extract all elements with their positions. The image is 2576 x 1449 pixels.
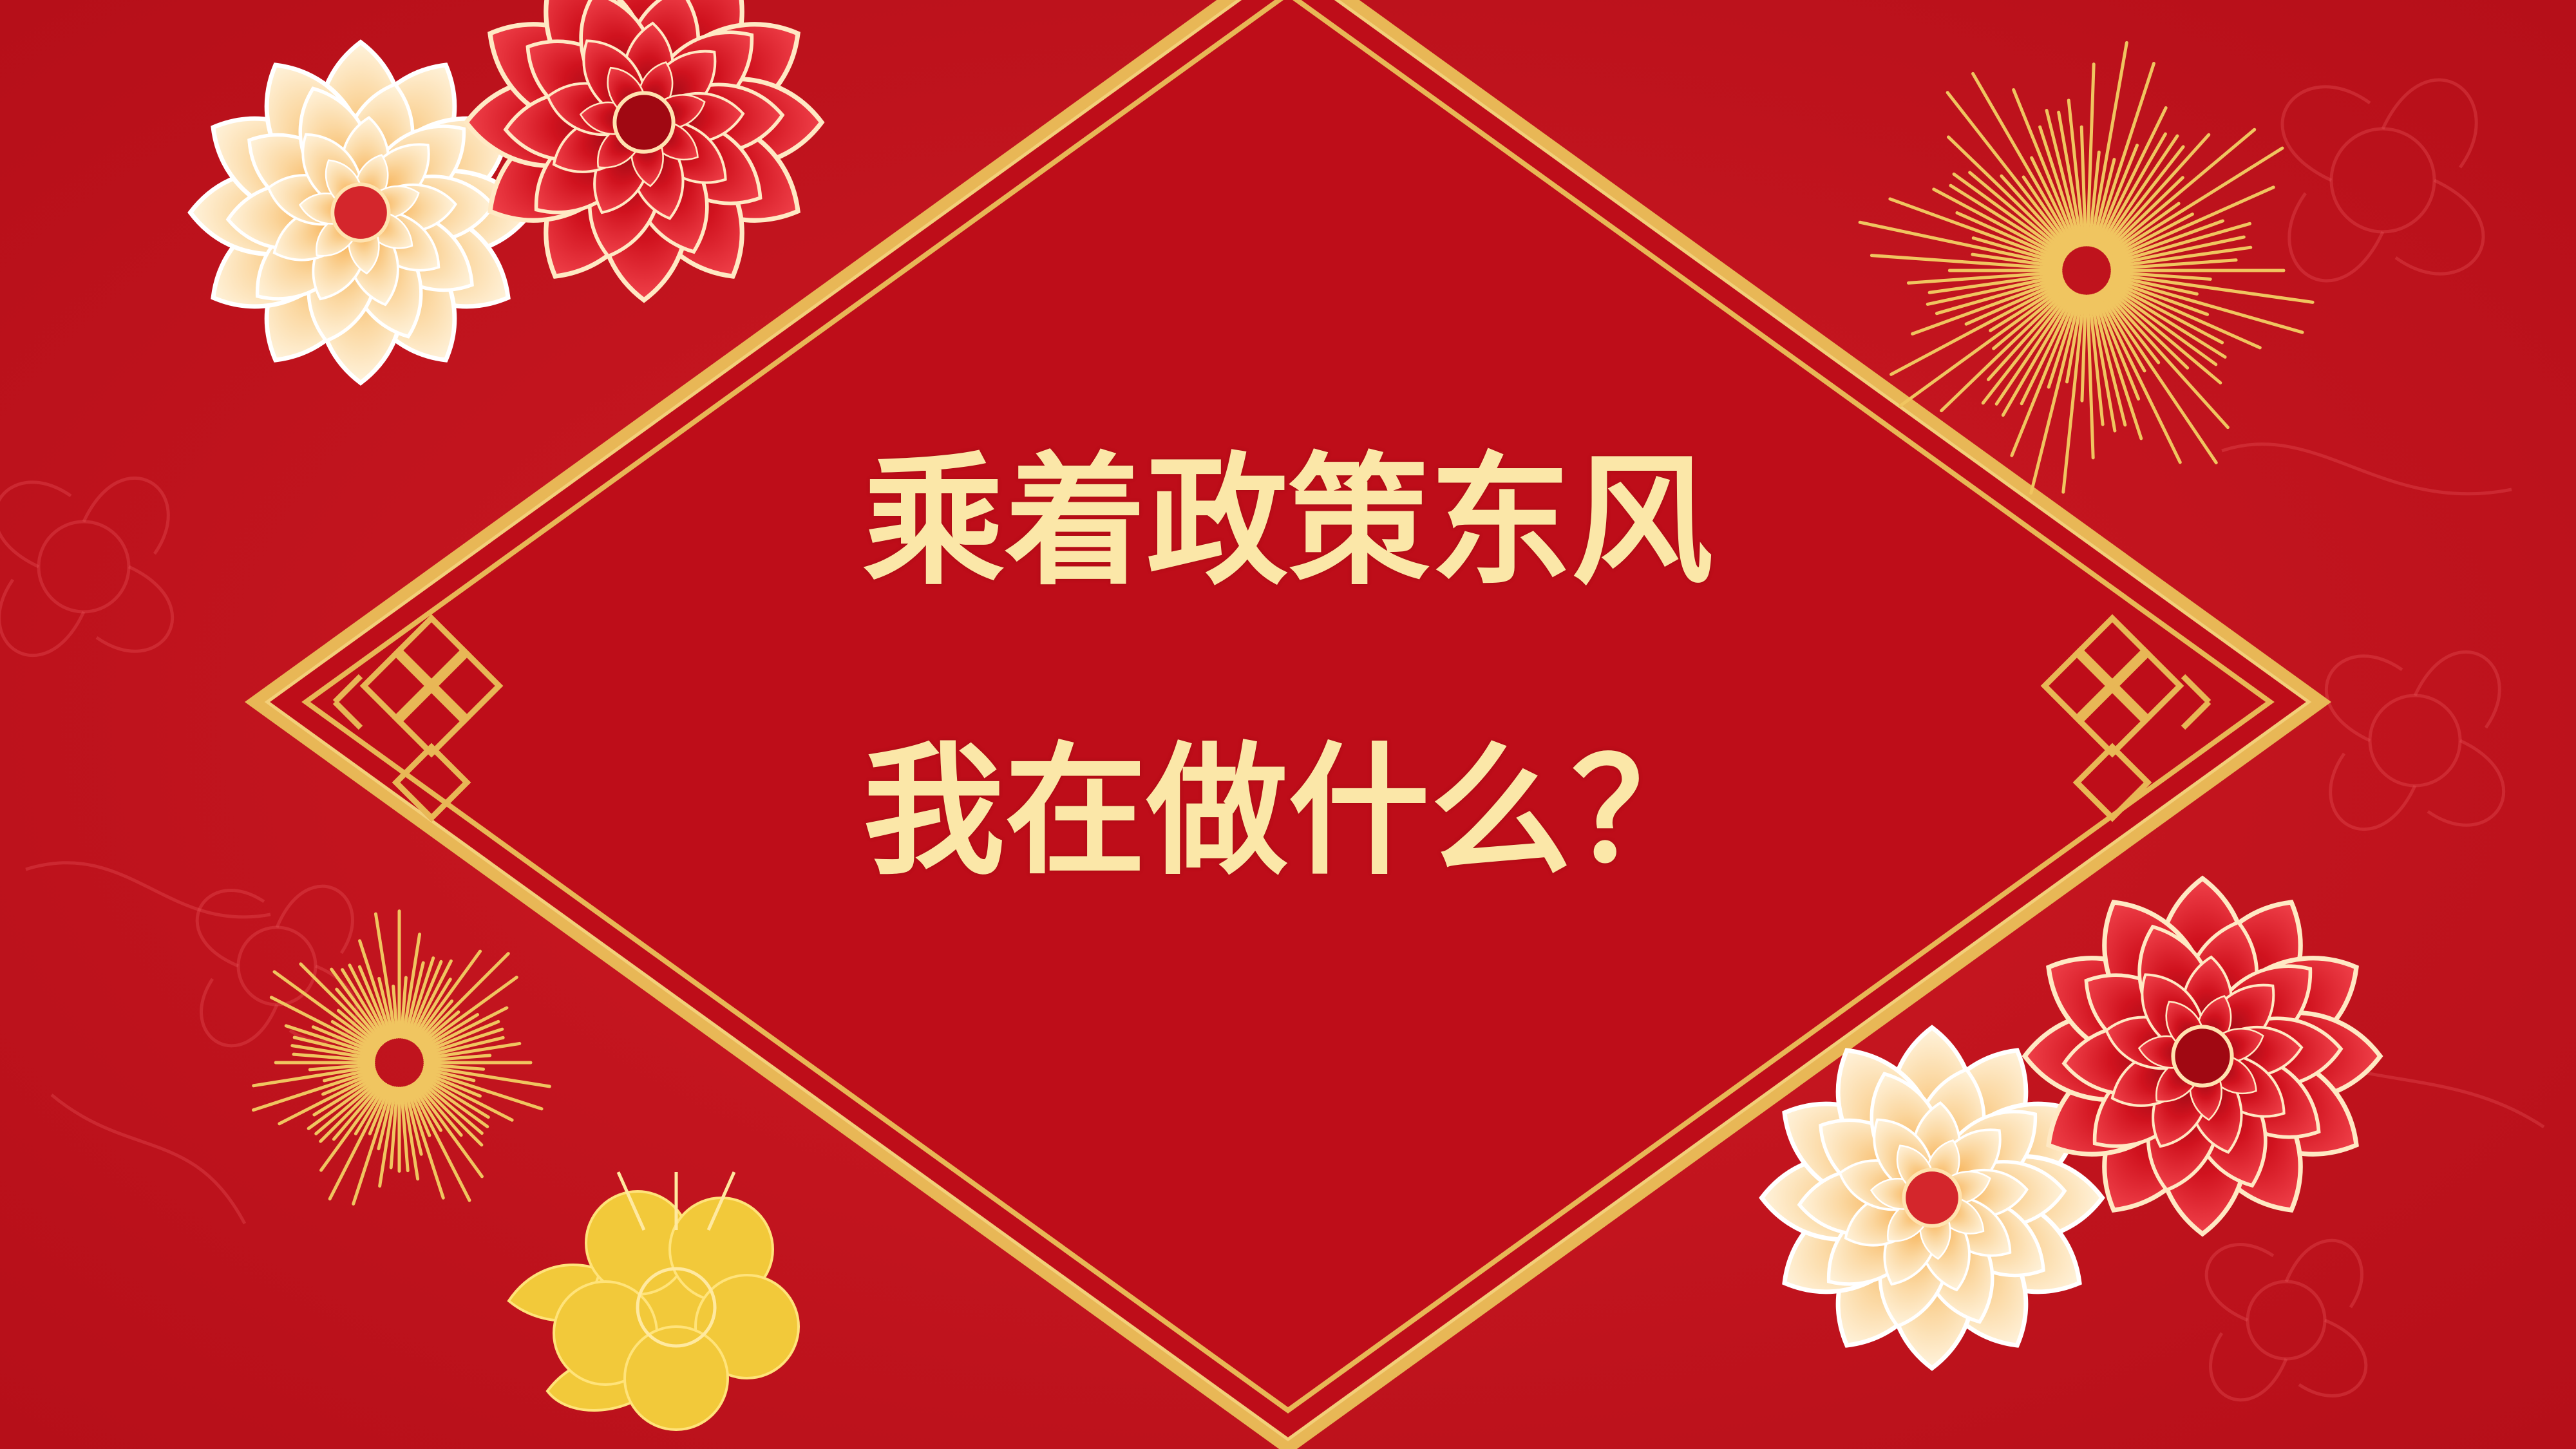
central-diamond: [245, 0, 2331, 1449]
line-flower-icon: [2324, 650, 2506, 831]
background-line-flowers: [0, 78, 2545, 1402]
line-flower-icon: [0, 476, 175, 658]
lattice-knot-left: [332, 614, 504, 822]
line-flower-icon: [2204, 1238, 2368, 1402]
firework-icon: [1858, 41, 2315, 495]
line-flower-icon: [2280, 78, 2485, 283]
peony-cluster-top-left: [191, 0, 822, 383]
gold-flower-icon: [507, 1171, 800, 1431]
lattice-knot-right: [2040, 614, 2211, 822]
firework-icon: [251, 909, 551, 1206]
peony-cluster-bottom-right: [1762, 878, 2381, 1368]
